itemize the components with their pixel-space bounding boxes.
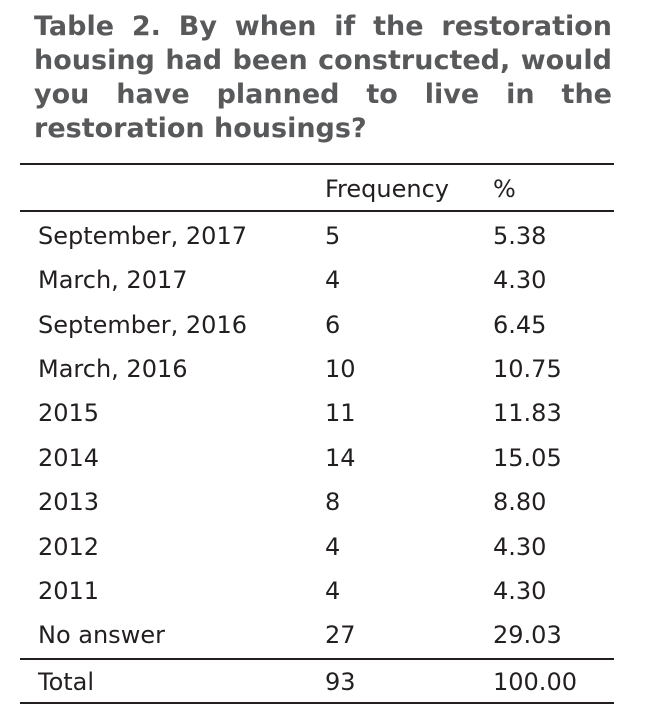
row-percent: 11.83	[493, 399, 562, 427]
row-frequency: 27	[325, 621, 356, 649]
row-frequency: 4	[325, 533, 341, 561]
table-caption: Table 2. By when if the restoration hous…	[34, 11, 612, 144]
row-label: No answer	[38, 621, 165, 649]
total-rule	[20, 658, 614, 660]
total-frequency: 93	[325, 668, 356, 696]
row-percent: 10.75	[493, 355, 562, 383]
row-percent: 15.05	[493, 444, 562, 472]
header-rule	[20, 210, 614, 212]
row-label: September, 2016	[38, 311, 247, 339]
row-percent: 8.80	[493, 488, 547, 516]
row-label: March, 2017	[38, 266, 188, 294]
row-percent: 4.30	[493, 266, 547, 294]
row-label: 2015	[38, 399, 100, 427]
row-percent: 4.30	[493, 533, 547, 561]
row-percent: 6.45	[493, 311, 547, 339]
row-label: 2012	[38, 533, 100, 561]
row-frequency: 4	[325, 266, 341, 294]
column-header-percent: %	[493, 175, 516, 203]
row-frequency: 11	[325, 399, 356, 427]
row-label: 2013	[38, 488, 100, 516]
table-bottom-rule	[20, 702, 614, 704]
row-frequency: 8	[325, 488, 341, 516]
row-frequency: 14	[325, 444, 356, 472]
row-label: September, 2017	[38, 222, 247, 250]
row-percent: 5.38	[493, 222, 547, 250]
row-frequency: 5	[325, 222, 341, 250]
total-label: Total	[38, 668, 95, 696]
column-header-frequency: Frequency	[325, 175, 449, 203]
total-percent: 100.00	[493, 668, 577, 696]
table-top-rule	[20, 163, 614, 165]
row-frequency: 6	[325, 311, 341, 339]
row-label: 2014	[38, 444, 100, 472]
row-label: 2011	[38, 577, 100, 605]
row-frequency: 4	[325, 577, 341, 605]
row-frequency: 10	[325, 355, 356, 383]
row-percent: 29.03	[493, 621, 562, 649]
row-percent: 4.30	[493, 577, 547, 605]
row-label: March, 2016	[38, 355, 188, 383]
